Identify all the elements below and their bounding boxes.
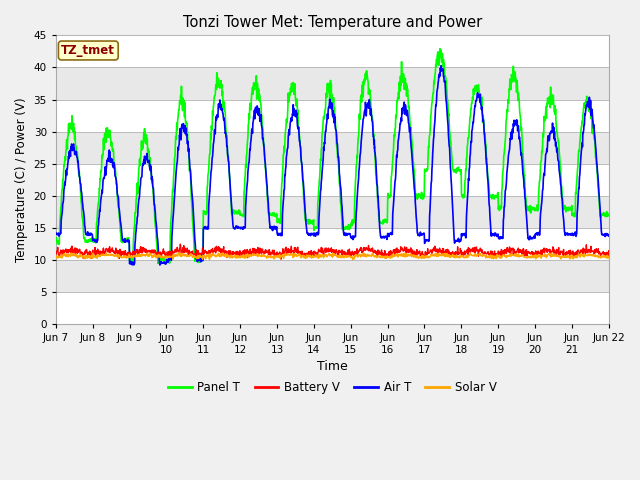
Battery V xyxy=(540,249,548,254)
Panel T xyxy=(419,196,426,202)
Solar V xyxy=(175,252,182,257)
Panel T xyxy=(52,238,60,244)
Bar xyxy=(56,132,609,164)
Bar xyxy=(56,260,609,292)
Air T xyxy=(162,260,170,266)
X-axis label: Time: Time xyxy=(317,360,348,373)
Text: TZ_tmet: TZ_tmet xyxy=(61,44,115,57)
Battery V xyxy=(419,252,426,258)
Panel T xyxy=(436,46,444,51)
Bar xyxy=(56,196,609,228)
Line: Panel T: Panel T xyxy=(56,48,609,264)
Bar xyxy=(56,67,609,99)
Air T xyxy=(237,224,245,230)
Solar V xyxy=(52,254,60,260)
Title: Tonzi Tower Met: Temperature and Power: Tonzi Tower Met: Temperature and Power xyxy=(182,15,482,30)
Air T xyxy=(52,231,60,237)
Line: Solar V: Solar V xyxy=(56,252,609,260)
Bar xyxy=(56,228,609,260)
Solar V xyxy=(491,253,499,259)
Panel T xyxy=(154,261,162,266)
Battery V xyxy=(175,248,182,253)
Solar V xyxy=(540,253,548,259)
Battery V xyxy=(277,256,285,262)
Air T xyxy=(156,262,164,268)
Air T xyxy=(437,63,445,69)
Bar xyxy=(56,36,609,67)
Air T xyxy=(419,231,426,237)
Line: Air T: Air T xyxy=(56,66,609,265)
Battery V xyxy=(237,250,245,255)
Panel T xyxy=(491,193,499,199)
Legend: Panel T, Battery V, Air T, Solar V: Panel T, Battery V, Air T, Solar V xyxy=(163,377,501,399)
Battery V xyxy=(161,251,169,256)
Solar V xyxy=(605,253,612,259)
Panel T xyxy=(175,107,183,112)
Panel T xyxy=(237,212,245,217)
Y-axis label: Temperature (C) / Power (V): Temperature (C) / Power (V) xyxy=(15,97,28,262)
Panel T xyxy=(162,258,170,264)
Solar V xyxy=(349,257,356,263)
Air T xyxy=(491,230,499,236)
Bar xyxy=(56,292,609,324)
Battery V xyxy=(491,252,499,257)
Battery V xyxy=(52,252,60,257)
Panel T xyxy=(605,213,612,218)
Line: Battery V: Battery V xyxy=(56,244,609,259)
Panel T xyxy=(540,131,548,137)
Solar V xyxy=(175,250,183,255)
Battery V xyxy=(177,241,184,247)
Solar V xyxy=(161,254,169,260)
Bar xyxy=(56,99,609,132)
Battery V xyxy=(605,248,612,253)
Air T xyxy=(605,233,612,239)
Air T xyxy=(540,171,548,177)
Air T xyxy=(175,142,183,147)
Solar V xyxy=(419,255,426,261)
Solar V xyxy=(237,253,245,259)
Bar xyxy=(56,164,609,196)
